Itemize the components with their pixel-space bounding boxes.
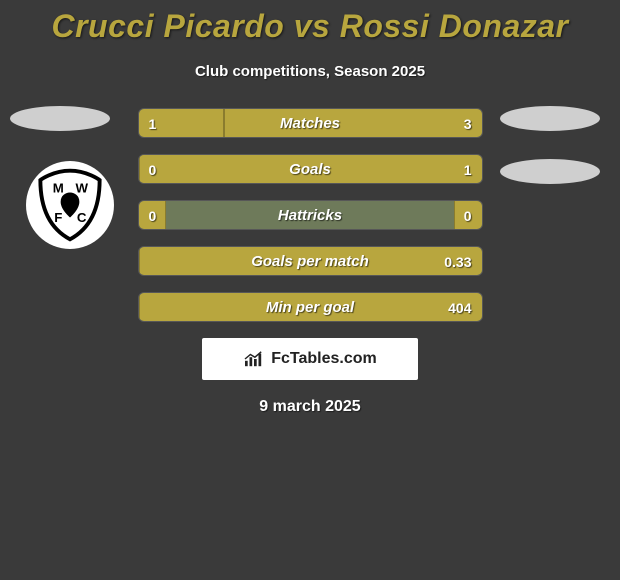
svg-text:C: C [77, 210, 87, 225]
player-right-badge-1 [500, 106, 600, 131]
shield-icon: M W F C [31, 166, 109, 244]
stat-row: 00Hattricks [138, 200, 483, 230]
player-right-badge-2 [500, 159, 600, 184]
date: 9 march 2025 [0, 398, 620, 416]
watermark-label: FcTables.com [271, 350, 377, 368]
player-left-badge [10, 106, 110, 131]
page-title: Crucci Picardo vs Rossi Donazar [0, 0, 620, 45]
row-label: Min per goal [139, 293, 482, 322]
chart-icon [243, 350, 265, 368]
stat-row: 13Matches [138, 108, 483, 138]
stat-row: 404Min per goal [138, 292, 483, 322]
club-logo: M W F C [26, 161, 114, 249]
stat-row: 01Goals [138, 154, 483, 184]
comparison-area: M W F C 13Matches 01Goals 00Hattricks 0.33G… [0, 108, 620, 416]
subtitle: Club competitions, Season 2025 [0, 63, 620, 80]
row-label: Goals [139, 155, 482, 184]
row-label: Hattricks [139, 201, 482, 230]
watermark: FcTables.com [202, 338, 418, 380]
row-label: Matches [139, 109, 482, 138]
svg-text:M: M [53, 181, 64, 196]
row-label: Goals per match [139, 247, 482, 276]
stat-row: 0.33Goals per match [138, 246, 483, 276]
stat-rows: 13Matches 01Goals 00Hattricks 0.33Goals per… [138, 108, 483, 322]
svg-text:W: W [75, 181, 88, 196]
svg-text:F: F [54, 210, 62, 225]
